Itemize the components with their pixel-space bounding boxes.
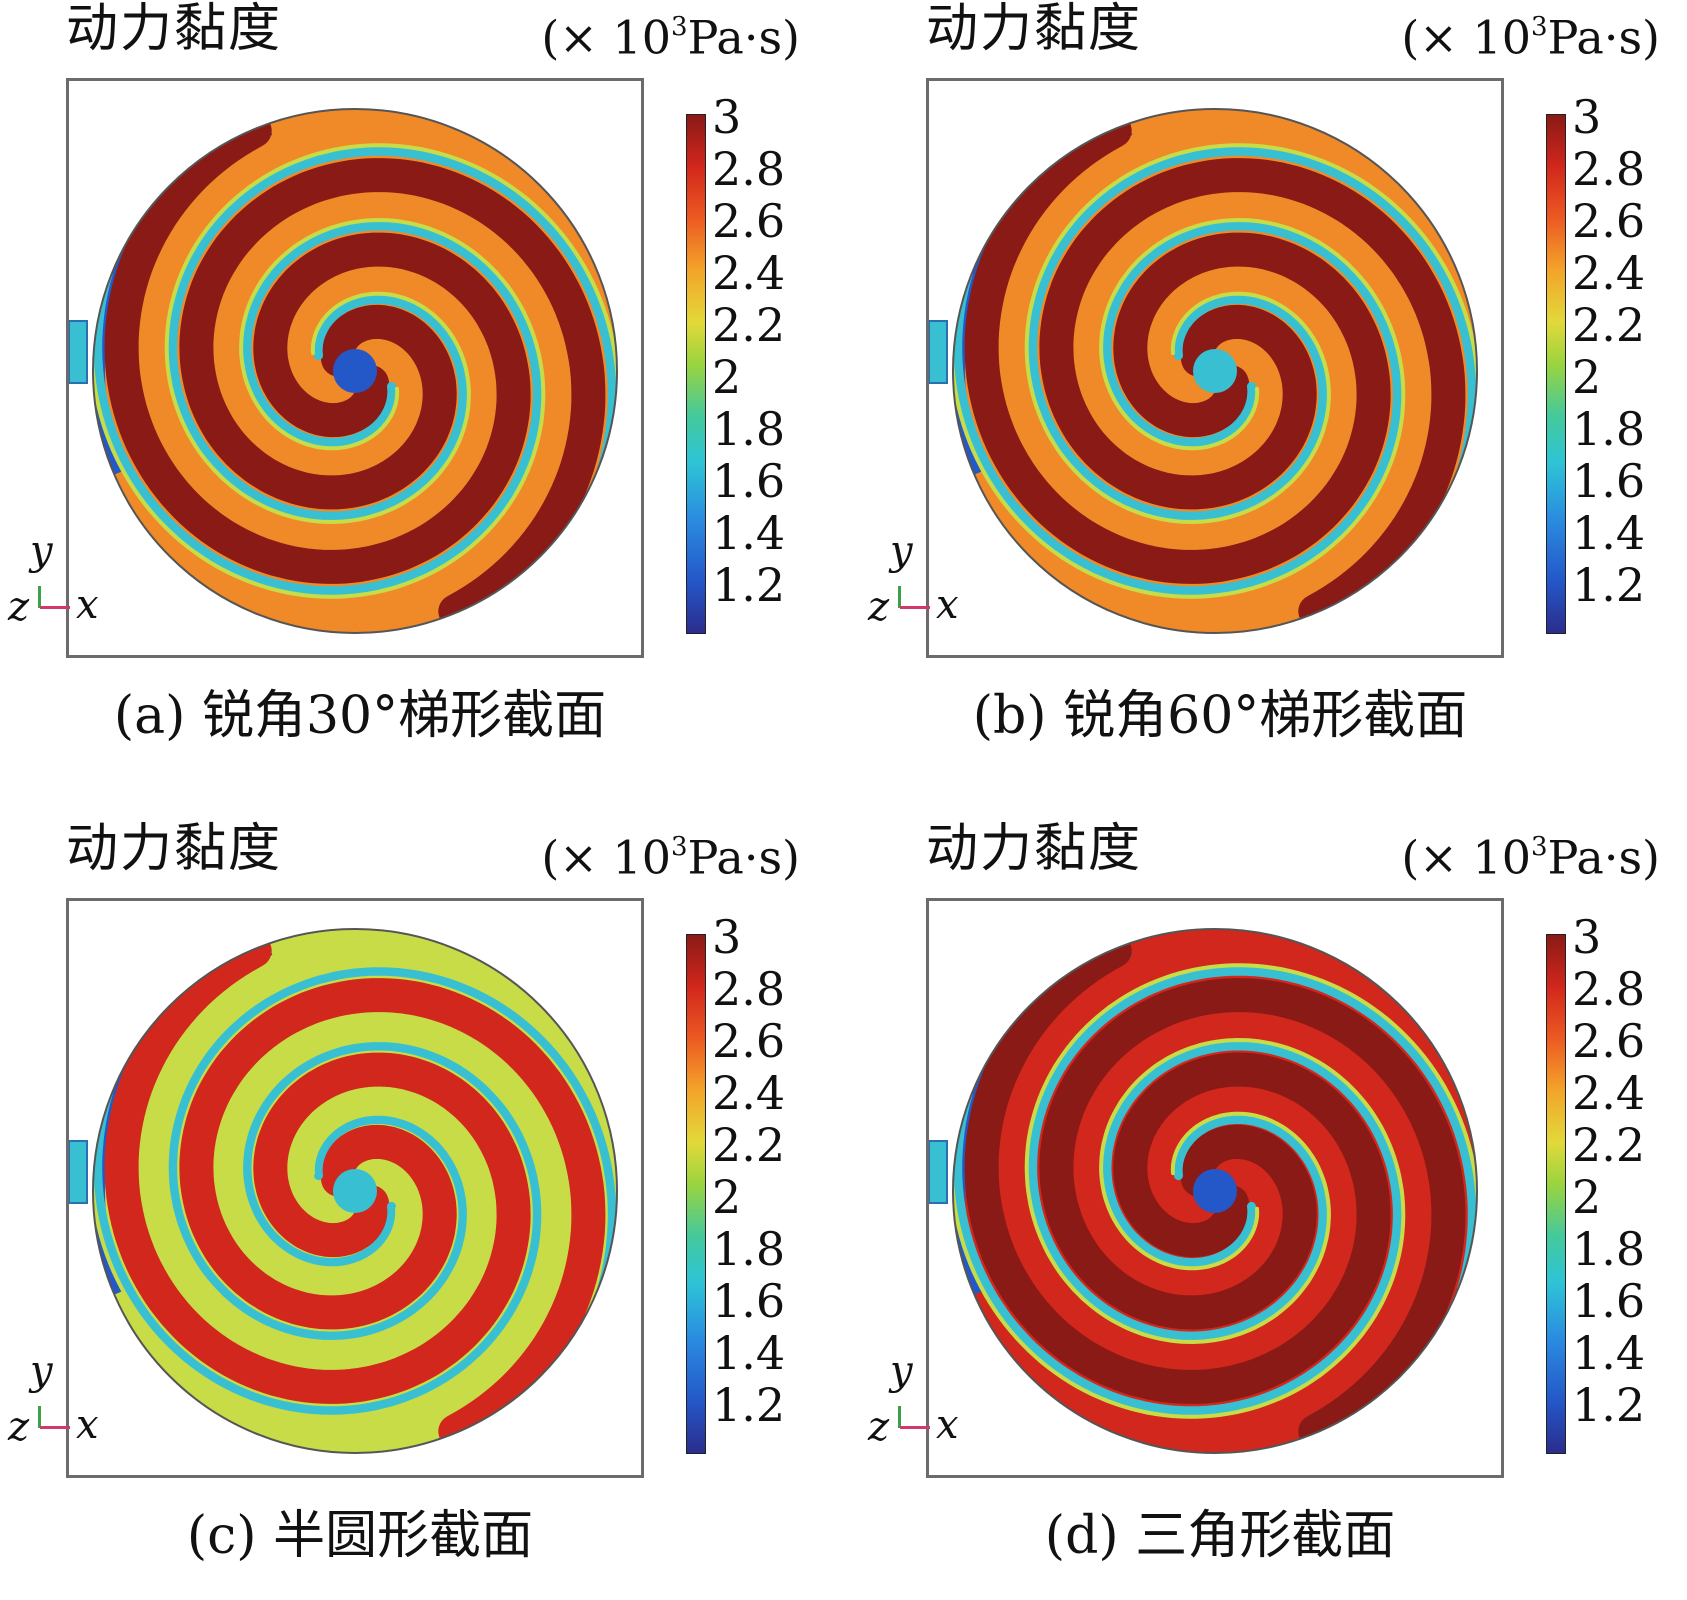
unit-label: (× 103Pa·s) bbox=[1401, 10, 1660, 65]
colorbar-tick: 1.4 bbox=[1572, 1326, 1646, 1380]
axis-x-arrow bbox=[900, 1426, 930, 1429]
axis-x-arrow bbox=[40, 606, 70, 609]
colorbar-tick: 1.8 bbox=[1572, 1222, 1646, 1276]
axis-x-label: x bbox=[76, 582, 99, 628]
axis-z-label: z bbox=[8, 584, 30, 630]
axis-x-label: x bbox=[76, 1402, 99, 1448]
colorbar-tick: 3 bbox=[1572, 90, 1602, 144]
colorbar-tick: 2.2 bbox=[1572, 298, 1646, 352]
axis-z-label: z bbox=[868, 1404, 890, 1450]
axis-triad: y z x bbox=[868, 528, 968, 648]
colorbar-tick: 2.6 bbox=[1572, 194, 1646, 248]
axis-x-arrow bbox=[900, 606, 930, 609]
axis-y-arrow bbox=[898, 1406, 901, 1428]
axis-y-label: y bbox=[30, 1348, 53, 1394]
colorbar-ticks: 3 2.8 2.6 2.4 2.2 2 1.8 1.6 1.4 1.2 bbox=[712, 94, 802, 654]
colorbar-tick: 1.8 bbox=[712, 1222, 786, 1276]
colorbar bbox=[686, 934, 706, 1454]
colorbar-tick: 1.8 bbox=[712, 402, 786, 456]
colorbar bbox=[686, 114, 706, 634]
colorbar-tick: 2.2 bbox=[1572, 1118, 1646, 1172]
axis-x-label: x bbox=[936, 582, 959, 628]
colorbar-tick: 1.6 bbox=[1572, 454, 1646, 508]
colorbar-tick: 2.4 bbox=[1572, 246, 1646, 300]
colorbar-tick: 1.2 bbox=[1572, 558, 1646, 612]
colorbar bbox=[1546, 114, 1566, 634]
colorbar-ticks: 3 2.8 2.6 2.4 2.2 2 1.8 1.6 1.4 1.2 bbox=[1572, 914, 1662, 1474]
colorbar-tick: 2 bbox=[712, 350, 742, 404]
colorbar-tick: 2.4 bbox=[1572, 1066, 1646, 1120]
colorbar-tick: 2.8 bbox=[1572, 142, 1646, 196]
axis-x-arrow bbox=[40, 1426, 70, 1429]
viscosity-contour-image bbox=[926, 78, 1504, 658]
axis-x-label: x bbox=[936, 1402, 959, 1448]
quantity-label: 动力黏度 bbox=[926, 0, 1143, 59]
panel-d: 动力黏度 (× 103Pa·s) 3 2.8 2.6 2.4 2.2 2 1.8… bbox=[860, 819, 1662, 1600]
axis-z-label: z bbox=[868, 584, 890, 630]
panel-b: 动力黏度 (× 103Pa·s) 3 2.8 2.6 2.4 2.2 2 1.8… bbox=[860, 0, 1660, 780]
colorbar-tick: 1.2 bbox=[1572, 1378, 1646, 1432]
colorbar-tick: 2.2 bbox=[712, 1118, 786, 1172]
axis-y-label: y bbox=[890, 1348, 913, 1394]
colorbar-tick: 2.6 bbox=[712, 194, 786, 248]
colorbar-tick: 2.8 bbox=[1572, 962, 1646, 1016]
colorbar-tick: 2.8 bbox=[712, 142, 786, 196]
colorbar-ticks: 3 2.8 2.6 2.4 2.2 2 1.8 1.6 1.4 1.2 bbox=[1572, 94, 1662, 654]
panel-caption: (c) 半圆形截面 bbox=[186, 1506, 534, 1566]
axis-y-label: y bbox=[30, 528, 53, 574]
viscosity-contour-image bbox=[66, 78, 644, 658]
panel-c: 动力黏度 (× 103Pa·s) 3 2.8 2.6 2.4 2.2 2 1.8… bbox=[0, 819, 802, 1600]
quantity-label: 动力黏度 bbox=[66, 0, 283, 59]
colorbar-tick: 3 bbox=[1572, 910, 1602, 964]
panel-caption: (a) 锐角30°梯形截面 bbox=[113, 686, 607, 746]
colorbar-tick: 1.6 bbox=[712, 1274, 786, 1328]
colorbar-tick: 2 bbox=[1572, 1170, 1602, 1224]
panel-a: 动力黏度 (× 103Pa·s) 3 2.8 2.6 2.4 2.2 2 1.8… bbox=[0, 0, 800, 780]
unit-label: (× 103Pa·s) bbox=[541, 830, 800, 885]
colorbar bbox=[1546, 934, 1566, 1454]
colorbar-tick: 2 bbox=[1572, 350, 1602, 404]
axis-triad: y z x bbox=[868, 1348, 968, 1468]
colorbar-tick: 1.6 bbox=[712, 454, 786, 508]
colorbar-tick: 1.4 bbox=[712, 506, 786, 560]
colorbar-tick: 1.2 bbox=[712, 558, 786, 612]
axis-y-arrow bbox=[38, 586, 41, 608]
colorbar-tick: 1.4 bbox=[1572, 506, 1646, 560]
axis-z-label: z bbox=[8, 1404, 30, 1450]
colorbar-tick: 1.2 bbox=[712, 1378, 786, 1432]
colorbar-tick: 1.4 bbox=[712, 1326, 786, 1380]
unit-label: (× 103Pa·s) bbox=[541, 10, 800, 65]
quantity-label: 动力黏度 bbox=[926, 819, 1143, 879]
unit-label: (× 103Pa·s) bbox=[1401, 830, 1660, 885]
colorbar-tick: 2 bbox=[712, 1170, 742, 1224]
axis-y-arrow bbox=[38, 1406, 41, 1428]
colorbar-tick: 2.6 bbox=[712, 1014, 786, 1068]
colorbar-tick: 2.6 bbox=[1572, 1014, 1646, 1068]
viscosity-contour-image bbox=[926, 898, 1504, 1478]
colorbar-tick: 2.4 bbox=[712, 246, 786, 300]
spiral-contour-graphic bbox=[929, 928, 1478, 1454]
spiral-contour-graphic bbox=[69, 928, 618, 1454]
spiral-contour-graphic bbox=[929, 108, 1478, 634]
axis-triad: y z x bbox=[8, 528, 108, 648]
panel-caption: (b) 锐角60°梯形截面 bbox=[972, 686, 1468, 746]
spiral-contour-graphic bbox=[69, 108, 618, 634]
axis-y-label: y bbox=[890, 528, 913, 574]
axis-y-arrow bbox=[898, 586, 901, 608]
panel-caption: (d) 三角形截面 bbox=[1044, 1506, 1396, 1566]
quantity-label: 动力黏度 bbox=[66, 819, 283, 879]
colorbar-tick: 2.8 bbox=[712, 962, 786, 1016]
colorbar-tick: 2.4 bbox=[712, 1066, 786, 1120]
colorbar-tick: 3 bbox=[712, 910, 742, 964]
colorbar-tick: 1.8 bbox=[1572, 402, 1646, 456]
viscosity-contour-image bbox=[66, 898, 644, 1478]
colorbar-ticks: 3 2.8 2.6 2.4 2.2 2 1.8 1.6 1.4 1.2 bbox=[712, 914, 802, 1474]
axis-triad: y z x bbox=[8, 1348, 108, 1468]
colorbar-tick: 1.6 bbox=[1572, 1274, 1646, 1328]
colorbar-tick: 3 bbox=[712, 90, 742, 144]
colorbar-tick: 2.2 bbox=[712, 298, 786, 352]
